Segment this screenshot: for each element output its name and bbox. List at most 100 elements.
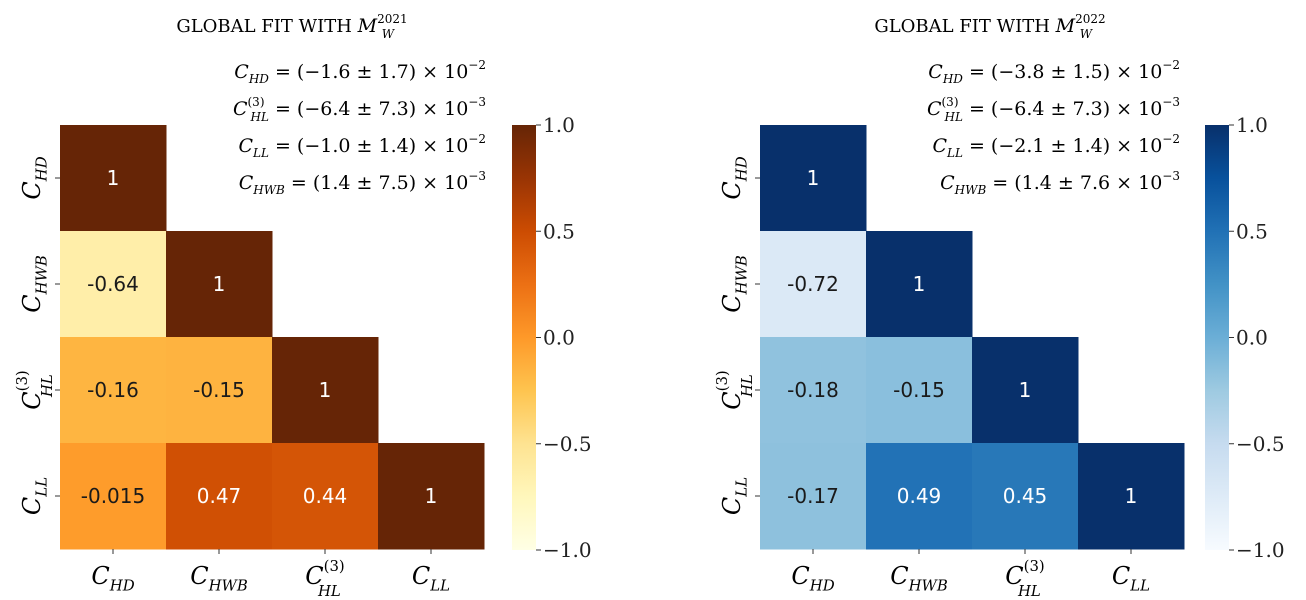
cell-label: -0.64: [87, 272, 139, 296]
x-label-ll: CLL: [1112, 562, 1150, 595]
y-tick-label: CHWB: [18, 255, 51, 313]
cell-label: -0.18: [787, 378, 839, 402]
y-tick-label: C(3) HL: [13, 370, 56, 409]
cell-label: -0.15: [893, 378, 945, 402]
x-label-hd-sub: HD: [109, 577, 135, 595]
y-label-ll-base: C: [18, 497, 46, 515]
y-label-hd-base: C: [718, 181, 746, 199]
heatmap-cell: [166, 231, 273, 338]
y-tick-label: CLL: [718, 477, 751, 515]
y-label-hd-sub: HD: [733, 156, 751, 182]
y-label-ll-base: C: [718, 497, 746, 515]
heatmap-cell: [272, 443, 379, 550]
heatmap-cell: [866, 231, 973, 338]
y-label-ll: CLL: [718, 477, 751, 515]
fit-equation: C(3) HL = (−6.4 ± 7.3) × 10−3: [927, 95, 1180, 124]
y-label-ll: CLL: [18, 477, 51, 515]
cell-label: 1: [213, 272, 226, 296]
x-label-hl: C(3) HL: [1005, 557, 1044, 600]
x-label-ll-sub: LL: [1129, 577, 1150, 595]
colorbar-tick-label: −0.5: [1236, 432, 1285, 456]
y-tick-label: CHD: [18, 156, 51, 199]
fit-equation: CHWB = (1.4 ± 7.5) × 10−3: [239, 169, 486, 197]
heatmap-cell: [60, 337, 167, 444]
heatmap-cell: [378, 443, 485, 550]
y-label-hl-base: C: [18, 391, 46, 409]
y-label-hl: C(3) HL: [713, 370, 756, 409]
x-label-hl-sub: HL: [317, 582, 341, 600]
y-tick-label: CLL: [18, 477, 51, 515]
cell-label: 0.45: [1003, 484, 1048, 508]
x-label-hwb-sub: HWB: [208, 577, 248, 595]
fit-equation: CLL = (−1.0 ± 1.4) × 10−2: [238, 132, 486, 160]
y-label-hl-sup: (3): [713, 370, 731, 391]
cell-label: -0.16: [87, 378, 139, 402]
heatmap-panel-2021: GLOBAL FIT WITH M2021 W 1 -0.64 1 -0.16 -0.15 1…: [13, 12, 592, 600]
x-label-hd: CHD: [791, 562, 834, 595]
colorbar-tick-label: −1.0: [1236, 538, 1285, 562]
y-label-hwb-sub: HWB: [33, 255, 51, 295]
heatmap-cell: [760, 443, 867, 550]
x-label-hl-sup: (3): [324, 557, 345, 575]
fit-equation: CHD = (−1.6 ± 1.7) × 10−2: [234, 58, 486, 86]
cell-label: -0.15: [193, 378, 245, 402]
cell-label: 1: [425, 484, 438, 508]
heatmap-cell: [166, 443, 273, 550]
chart-title: GLOBAL FIT WITH M2021 W: [176, 12, 407, 41]
fit-equation: C(3) HL = (−6.4 ± 7.3) × 10−3: [233, 95, 486, 124]
y-label-hwb-sub: HWB: [733, 255, 751, 295]
cell-label: 1: [107, 166, 120, 190]
heatmap-cell: [866, 337, 973, 444]
y-tick-label: C(3) HL: [713, 370, 756, 409]
y-label-hd: CHD: [18, 156, 51, 199]
y-label-hwb: CHWB: [18, 255, 51, 313]
x-label-hd-base: C: [91, 562, 109, 590]
colorbar-tick-label: 1.0: [1236, 113, 1268, 137]
cell-label: 0.47: [197, 484, 242, 508]
y-tick-label: CHD: [718, 156, 751, 199]
colorbar-tick-label: −1.0: [543, 538, 592, 562]
colorbar-tick-label: 1.0: [543, 113, 575, 137]
heatmap-cell: [60, 443, 167, 550]
heatmap-cell: [1078, 443, 1185, 550]
y-label-hd-sub: HD: [33, 156, 51, 182]
y-label-hl-base: C: [718, 391, 746, 409]
y-label-hwb-base: C: [718, 294, 746, 312]
x-label-hl-sub: HL: [1017, 582, 1041, 600]
heatmap-cell: [272, 337, 379, 444]
heatmap-cell: [972, 443, 1079, 550]
x-label-hwb-base: C: [890, 562, 908, 590]
colorbar-tick-label: 0.5: [543, 219, 575, 243]
x-label-hwb: CHWB: [190, 562, 248, 595]
colorbar-tick-label: 0.0: [1236, 326, 1268, 350]
x-label-hwb: CHWB: [890, 562, 948, 595]
colorbar-tick-label: −0.5: [543, 432, 592, 456]
x-label-ll-base: C: [1112, 562, 1130, 590]
cell-label: -0.72: [787, 272, 839, 296]
y-label-hd-base: C: [18, 181, 46, 199]
x-label-hwb-sub: HWB: [908, 577, 948, 595]
colorbar-tick-label: 0.5: [1236, 219, 1268, 243]
cell-label: 0.44: [303, 484, 348, 508]
x-label-ll-base: C: [412, 562, 430, 590]
y-label-ll-sub: LL: [733, 477, 751, 498]
x-label-hwb-base: C: [190, 562, 208, 590]
y-label-hl: C(3) HL: [13, 370, 56, 409]
fit-equation: CHD = (−3.8 ± 1.5) × 10−2: [928, 58, 1180, 86]
x-label-hd-sub: HD: [809, 577, 835, 595]
cell-label: 0.49: [897, 484, 942, 508]
heatmap-panel-2022: GLOBAL FIT WITH M2022 W 1 -0.72 1 -0.18 -0.15 1…: [713, 12, 1285, 600]
x-label-hl-base: C: [305, 562, 323, 590]
x-label-hl-base: C: [1005, 562, 1023, 590]
heatmap-cell: [60, 125, 167, 232]
heatmap-cell: [166, 337, 273, 444]
heatmap-cell: [760, 337, 867, 444]
y-tick-label: CHWB: [718, 255, 751, 313]
heatmap-cell: [760, 125, 867, 232]
heatmap-cell: [866, 443, 973, 550]
x-label-hl: C(3) HL: [305, 557, 344, 600]
x-label-hd-base: C: [791, 562, 809, 590]
fit-equation: CLL = (−2.1 ± 1.4) × 10−2: [932, 132, 1180, 160]
x-label-hd: CHD: [91, 562, 134, 595]
